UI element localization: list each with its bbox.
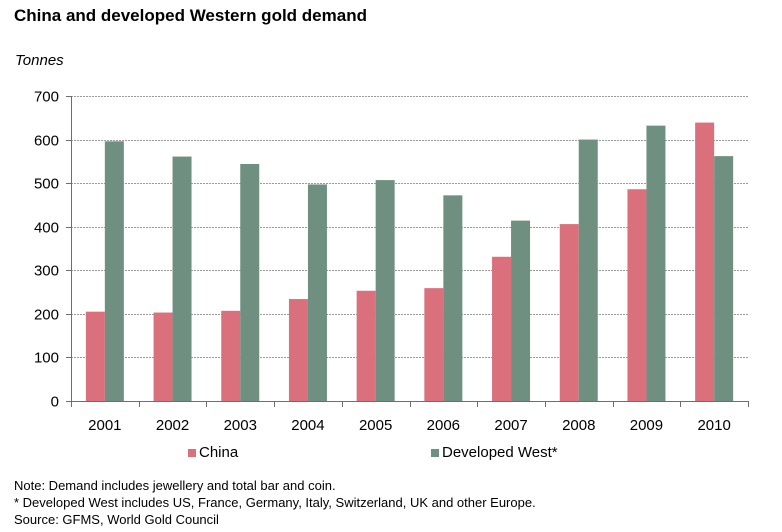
bar-china-2003: [221, 310, 241, 401]
legend-label-developed-west: Developed West*: [442, 444, 558, 461]
bar-developed-west-2007: [511, 220, 531, 401]
bar-developed-west-2008: [578, 139, 598, 402]
y-tick-label: 300: [34, 263, 59, 280]
bar-china-2008: [559, 224, 579, 401]
bar-china-2001: [85, 311, 105, 401]
bar-developed-west-2004: [307, 184, 327, 401]
x-tick-label: 2009: [630, 417, 663, 434]
note-source: Source: GFMS, World Gold Council: [14, 512, 219, 527]
y-tick-label: 100: [34, 350, 59, 367]
y-tick-label: 0: [51, 394, 59, 411]
note-demand: Note: Demand includes jewellery and tota…: [14, 478, 336, 493]
legend-item-developed-west: Developed West*: [431, 444, 558, 461]
bar-china-2006: [424, 288, 444, 401]
x-tick-label: 2004: [291, 417, 324, 434]
bar-china-2004: [288, 299, 308, 401]
y-tick-label: 700: [34, 89, 59, 106]
y-tick-label: 500: [34, 176, 59, 193]
bar-developed-west-2003: [240, 163, 260, 401]
x-tick-label: 2006: [427, 417, 460, 434]
x-tick-label: 2008: [562, 417, 595, 434]
bar-china-2007: [492, 256, 512, 401]
chart-title: China and developed Western gold demand: [14, 6, 367, 25]
note-developed-west: * Developed West includes US, France, Ge…: [14, 495, 536, 510]
bar-china-2009: [627, 189, 647, 401]
footnotes: Note: Demand includes jewellery and tota…: [14, 477, 536, 528]
x-tick-label: 2001: [88, 417, 121, 434]
bar-developed-west-2009: [646, 125, 666, 401]
bar-developed-west-2010: [714, 156, 734, 401]
x-tick-label: 2005: [359, 417, 392, 434]
y-tick-label: 400: [34, 220, 59, 237]
legend-swatch-developed-west: [431, 448, 439, 457]
legend-item-china: China: [188, 444, 238, 461]
legend-label-china: China: [199, 444, 239, 461]
bar-china-2002: [153, 312, 173, 401]
y-axis-unit-label: Tonnes: [15, 52, 64, 69]
legend-swatch-china: [188, 448, 196, 457]
x-tick-label: 2010: [697, 417, 730, 434]
x-tick-label: 2002: [156, 417, 189, 434]
bar-china-2005: [356, 290, 376, 401]
x-tick-label: 2003: [224, 417, 257, 434]
y-tick-label: 600: [34, 133, 59, 150]
y-tick-label: 200: [34, 307, 59, 324]
bar-developed-west-2006: [443, 195, 463, 401]
bar-developed-west-2002: [172, 156, 192, 401]
x-tick-label: 2007: [494, 417, 527, 434]
bar-developed-west-2001: [104, 141, 124, 402]
bar-developed-west-2005: [375, 180, 395, 401]
bar-china-2010: [695, 122, 715, 401]
